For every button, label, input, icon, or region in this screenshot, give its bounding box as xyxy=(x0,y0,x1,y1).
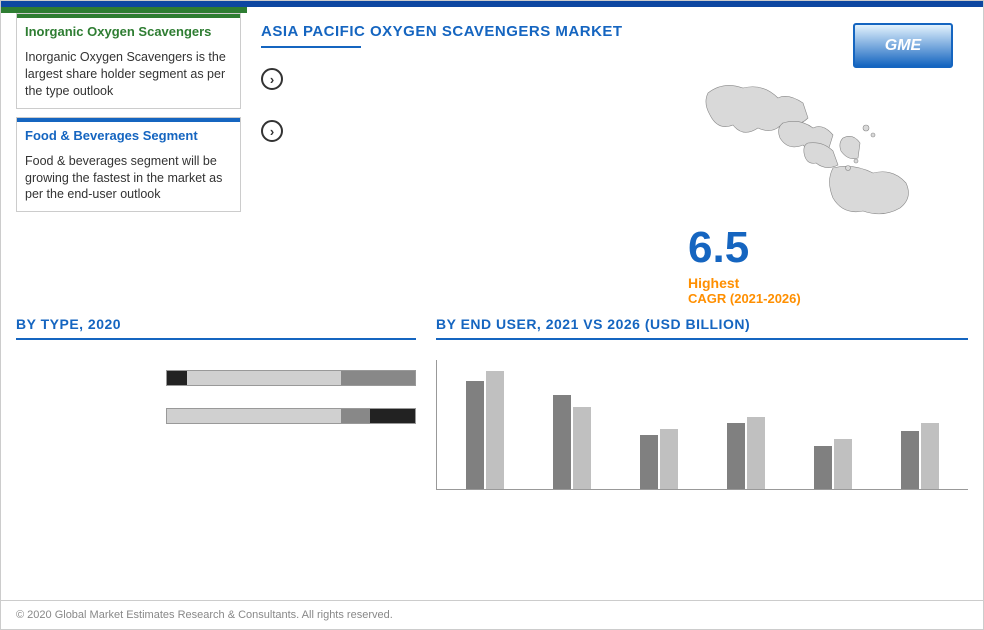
hbar-segment xyxy=(370,409,415,423)
chart-by-type: BY TYPE, 2020 xyxy=(16,316,416,494)
cagr-value: 6.5 xyxy=(688,223,968,273)
cagr-label-period: CAGR (2021-2026) xyxy=(688,291,968,306)
vbar xyxy=(727,423,745,489)
title-underline xyxy=(261,46,361,48)
vbar-group xyxy=(883,423,958,489)
vbar xyxy=(747,417,765,489)
info-box-body: Food & beverages segment will be growing… xyxy=(17,149,240,212)
hbar-segment xyxy=(187,371,341,385)
vbar-chart-area xyxy=(436,360,968,490)
vbar xyxy=(921,423,939,489)
chevron-right-icon: › xyxy=(261,120,283,142)
vbar-group xyxy=(796,439,871,489)
hbar-segment xyxy=(167,409,341,423)
page-title: ASIA PACIFIC OXYGEN SCAVENGERS MARKET xyxy=(261,23,668,40)
chart-title: BY TYPE, 2020 xyxy=(16,316,416,340)
vbar-group xyxy=(447,371,522,489)
info-box-inorganic: Inorganic Oxygen Scavengers Inorganic Ox… xyxy=(16,13,241,109)
vbar xyxy=(660,429,678,489)
sidebar: Inorganic Oxygen Scavengers Inorganic Ox… xyxy=(16,13,241,306)
hbar-segment xyxy=(167,371,187,385)
asia-pacific-map xyxy=(688,73,928,223)
info-box-title: Food & Beverages Segment xyxy=(17,118,240,149)
copyright-text: © 2020 Global Market Estimates Research … xyxy=(16,609,393,621)
info-box-title: Inorganic Oxygen Scavengers xyxy=(17,14,240,45)
footer-divider xyxy=(1,600,983,601)
vbar xyxy=(814,446,832,489)
hbar-chart-area xyxy=(16,360,416,456)
chevron-right-icon: › xyxy=(261,68,283,90)
hbar-segment xyxy=(341,371,415,385)
center-column: ASIA PACIFIC OXYGEN SCAVENGERS MARKET › … xyxy=(241,13,688,306)
charts-row: BY TYPE, 2020 BY END USER, 2021 VS 2026 … xyxy=(1,316,983,494)
cagr-label-highest: Highest xyxy=(688,275,968,291)
hbar-track xyxy=(166,370,416,386)
gme-logo: GME xyxy=(853,23,953,68)
vbar xyxy=(553,395,571,489)
hbar-row xyxy=(16,408,416,424)
vbar xyxy=(901,431,919,489)
vbar xyxy=(466,381,484,489)
hbar-segment xyxy=(341,409,371,423)
info-box-body: Inorganic Oxygen Scavengers is the large… xyxy=(17,45,240,108)
vbar-group xyxy=(534,395,609,489)
bullet-item-1: › xyxy=(261,68,668,90)
map-svg xyxy=(688,73,928,223)
chart-by-end-user: BY END USER, 2021 VS 2026 (USD BILLION) xyxy=(436,316,968,494)
vbar xyxy=(834,439,852,489)
vbar-group xyxy=(709,417,784,489)
hbar-track xyxy=(166,408,416,424)
vbar xyxy=(486,371,504,489)
main-content: Inorganic Oxygen Scavengers Inorganic Ox… xyxy=(1,13,983,306)
logo-text: GME xyxy=(885,37,921,55)
vbar xyxy=(573,407,591,489)
right-column: GME 6.5 Highest CAGR (2021-2026) xyxy=(688,13,968,306)
hbar-row xyxy=(16,370,416,386)
vbar xyxy=(640,435,658,489)
bullet-item-2: › xyxy=(261,120,668,142)
vbar-group xyxy=(621,429,696,489)
info-box-food-bev: Food & Beverages Segment Food & beverage… xyxy=(16,117,241,213)
chart-title: BY END USER, 2021 VS 2026 (USD BILLION) xyxy=(436,316,968,340)
